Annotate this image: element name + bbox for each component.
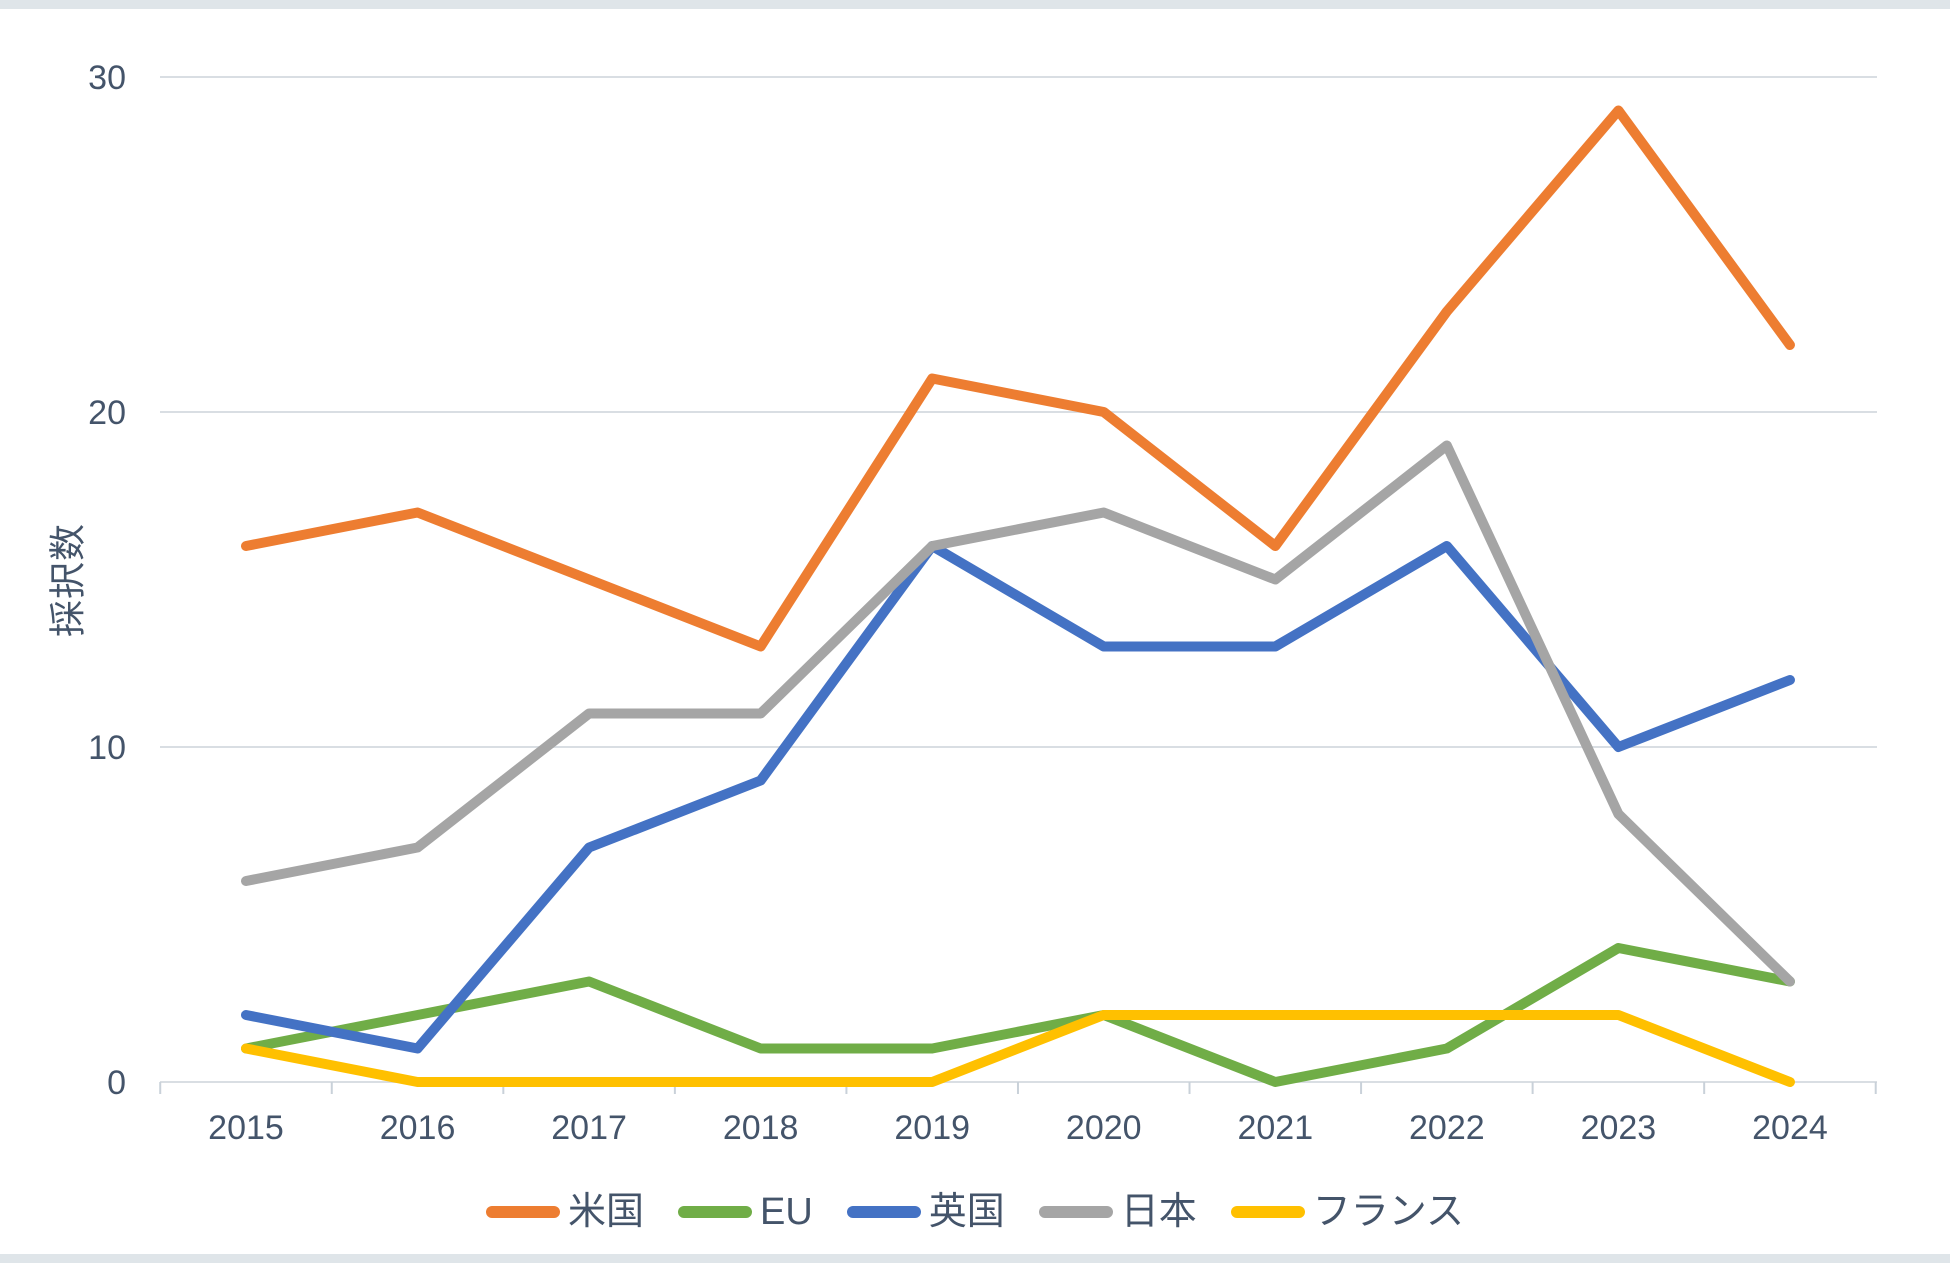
x-axis-tick-labels: 2015 2016 2017 2018 2019 2020 2021 2022 2023 2024 <box>208 1109 1828 1147</box>
x-tick-label-2015: 2015 <box>208 1109 284 1147</box>
legend-item-france: フランス <box>1230 1191 1465 1233</box>
x-tick-label-2021: 2021 <box>1237 1109 1313 1147</box>
x-tick-label-2018: 2018 <box>723 1109 799 1147</box>
legend-item-eu: EU <box>677 1191 813 1233</box>
series-line-uk <box>241 541 1795 1054</box>
legend-swatch-france <box>1230 1206 1305 1218</box>
legend-label-uk: 英国 <box>928 1191 1005 1233</box>
x-tick-label-2019: 2019 <box>894 1109 970 1147</box>
x-tick-label-2020: 2020 <box>1066 1109 1142 1147</box>
legend-item-uk: 英国 <box>846 1191 1005 1233</box>
x-axis-ticks <box>159 1082 1877 1094</box>
y-tick-label-30: 30 <box>88 59 126 97</box>
bottom-edge-strip <box>0 1254 1950 1263</box>
series-line-eu <box>241 943 1795 1087</box>
series-line-japan <box>241 440 1795 987</box>
x-tick-label-2016: 2016 <box>380 1109 456 1147</box>
legend-swatch-usa <box>485 1206 560 1218</box>
x-tick-label-2023: 2023 <box>1581 1109 1657 1147</box>
chart-legend: 米国 EU 英国 日本 フランス <box>0 1186 1950 1238</box>
legend-item-japan: 日本 <box>1038 1191 1197 1233</box>
series-line-usa <box>241 105 1795 652</box>
x-tick-label-2017: 2017 <box>551 1109 627 1147</box>
legend-label-japan: 日本 <box>1120 1191 1197 1233</box>
y-tick-label-20: 20 <box>88 394 126 432</box>
legend-label-usa: 米国 <box>567 1191 644 1233</box>
legend-swatch-japan <box>1038 1206 1113 1218</box>
y-gridlines <box>160 76 1877 1083</box>
legend-label-eu: EU <box>759 1191 813 1233</box>
series-lines <box>241 105 1795 1087</box>
y-axis-title: 採択数 <box>48 523 89 637</box>
legend-item-usa: 米国 <box>485 1191 644 1233</box>
legend-label-france: フランス <box>1312 1191 1465 1233</box>
top-edge-strip <box>0 0 1950 9</box>
x-tick-label-2024: 2024 <box>1752 1109 1828 1147</box>
legend-swatch-eu <box>677 1206 752 1218</box>
y-tick-label-0: 0 <box>107 1064 126 1102</box>
x-tick-label-2022: 2022 <box>1409 1109 1485 1147</box>
series-line-france <box>241 1010 1795 1087</box>
legend-swatch-uk <box>846 1206 921 1218</box>
y-axis-tick-labels: 0 10 20 30 <box>88 59 126 1102</box>
y-tick-label-10: 10 <box>88 729 126 767</box>
